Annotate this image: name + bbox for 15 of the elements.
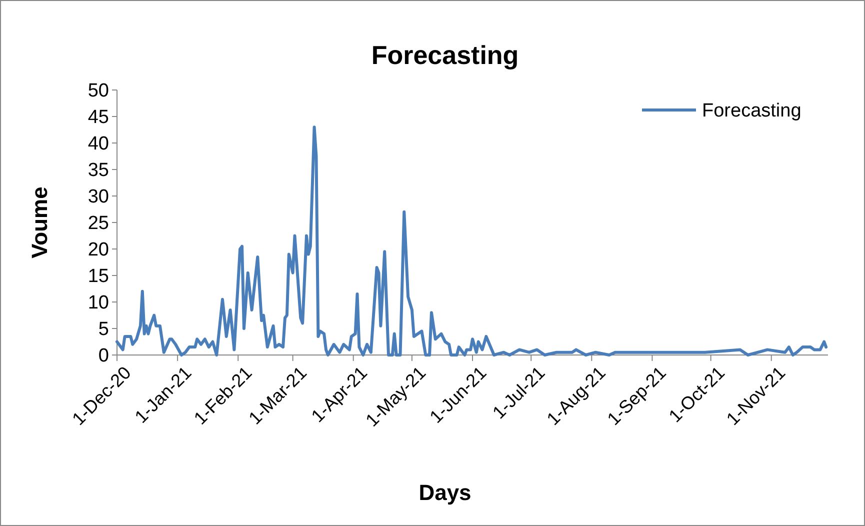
y-tick-label: 5	[98, 319, 109, 340]
y-tick-label: 40	[88, 134, 109, 155]
y-tick-label: 20	[88, 240, 109, 261]
y-tick-label: 10	[88, 292, 109, 314]
x-axis-title: Days	[418, 480, 472, 505]
legend-label: Forecasting	[702, 100, 802, 122]
y-axis-title: Voume	[27, 186, 52, 258]
y-tick-label: 50	[88, 80, 109, 102]
y-tick-label: 45	[88, 107, 109, 128]
y-tick-label: 35	[88, 160, 109, 182]
y-tick-label: 25	[88, 213, 109, 234]
y-tick-label: 0	[98, 346, 109, 367]
y-tick-label: 30	[88, 186, 109, 208]
y-tick-label: 15	[88, 266, 109, 288]
chart-title: Forecasting	[371, 40, 519, 70]
